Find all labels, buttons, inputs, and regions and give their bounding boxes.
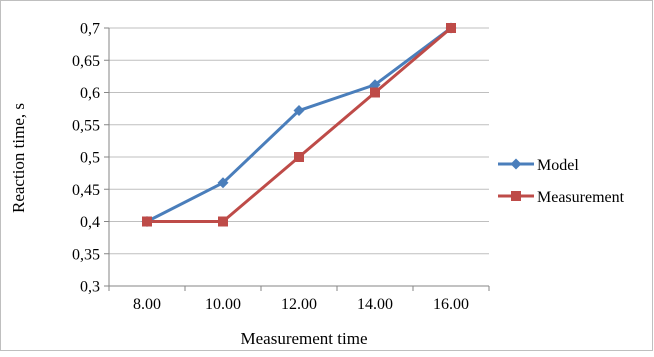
x-tick-label: 16.00 <box>433 296 469 313</box>
legend-marker-model <box>510 158 522 170</box>
x-tick-label: 8.00 <box>133 296 161 313</box>
data-point-measurement <box>370 87 380 98</box>
y-tick-label: 0,7 <box>80 21 100 38</box>
legend: Model Measurement <box>498 157 625 206</box>
y-tick-label: 0,3 <box>80 279 100 296</box>
legend-label-model: Model <box>537 157 579 174</box>
y-axis-title: Reaction time, s <box>9 103 28 213</box>
data-point-measurement <box>294 152 304 162</box>
x-tick-labels: 8.00 10.00 12.00 14.00 16.00 <box>133 296 469 313</box>
y-tick-label: 0,4 <box>80 214 100 231</box>
legend-item-model: Model <box>498 157 579 174</box>
x-tick-label: 14.00 <box>357 296 393 313</box>
y-tick-label: 0,55 <box>72 117 100 134</box>
gridlines <box>109 27 489 255</box>
y-tick-label: 0,5 <box>80 150 100 167</box>
legend-marker-measurement <box>511 191 521 201</box>
legend-label-measurement: Measurement <box>537 189 625 206</box>
x-tick-label: 12.00 <box>281 296 317 313</box>
y-tick-label: 0,35 <box>72 246 100 263</box>
data-point-model <box>293 105 305 117</box>
y-tick-labels: 0,3 0,35 0,4 0,45 0,5 0,55 0,6 0,65 0,7 <box>72 21 100 296</box>
series-group <box>141 22 457 227</box>
x-axis-title: Measurement time <box>241 329 368 348</box>
y-tick-label: 0,6 <box>80 85 100 102</box>
data-point-measurement <box>218 216 228 227</box>
data-point-measurement <box>142 216 152 227</box>
y-tick-label: 0,45 <box>72 182 100 199</box>
y-tick-label: 0,65 <box>72 53 100 70</box>
data-point-model <box>217 177 229 189</box>
x-tick-label: 10.00 <box>205 296 241 313</box>
legend-item-measurement: Measurement <box>498 189 625 206</box>
axes <box>104 27 490 291</box>
data-point-measurement <box>446 23 456 33</box>
